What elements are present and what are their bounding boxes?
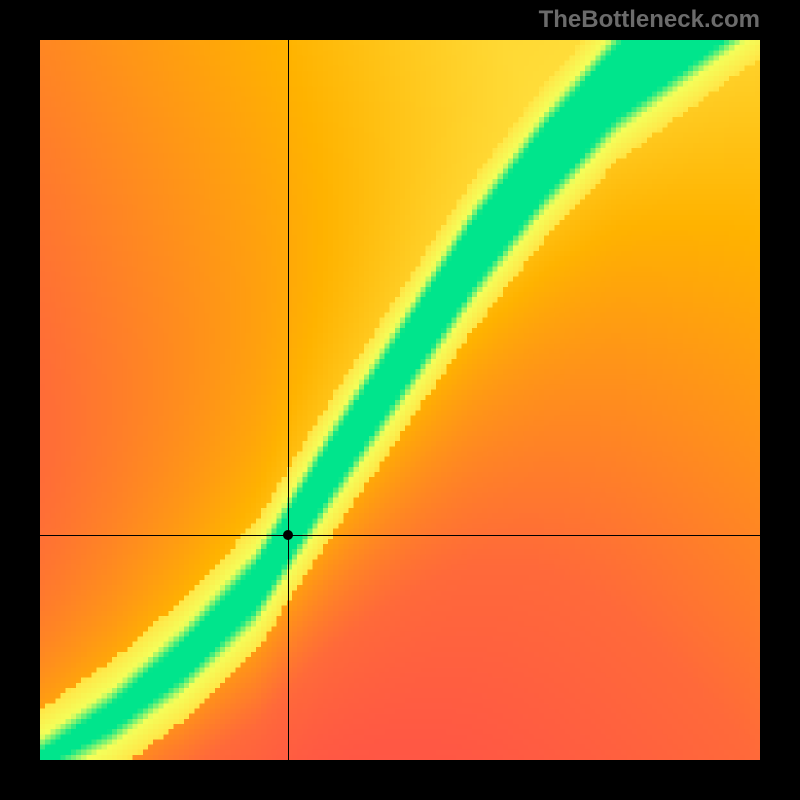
marker-point xyxy=(283,530,293,540)
heatmap-canvas xyxy=(40,40,760,760)
watermark-text: TheBottleneck.com xyxy=(539,6,760,34)
heatmap-plot xyxy=(40,40,760,760)
crosshair-vertical xyxy=(288,40,289,760)
crosshair-horizontal xyxy=(40,535,760,536)
